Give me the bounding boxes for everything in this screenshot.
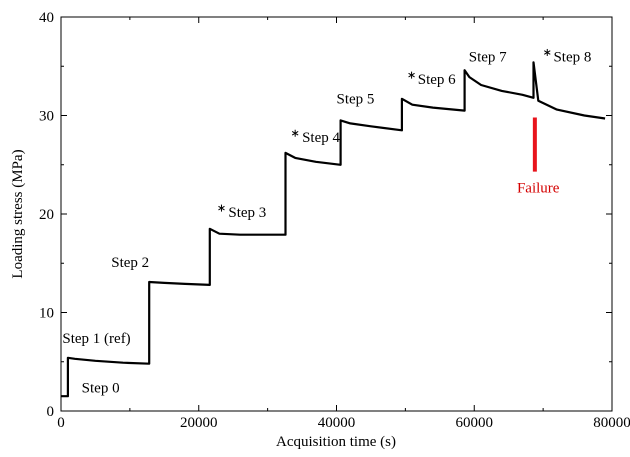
x-tick-label: 20000 (180, 415, 218, 431)
step-label: Step 4 (302, 130, 340, 146)
failure-label: Failure (517, 180, 560, 196)
asterisk-marker (408, 71, 415, 79)
x-tick-label: 0 (57, 415, 65, 431)
stress-series-line (61, 61, 606, 398)
x-axis-title: Acquisition time (s) (276, 434, 396, 450)
y-tick-label: 40 (39, 10, 54, 26)
y-tick-label: 30 (39, 109, 54, 125)
x-tick-label: 80000 (593, 415, 630, 431)
y-tick-label: 10 (39, 306, 54, 322)
step-label: Step 2 (111, 255, 149, 271)
x-tick-label: 60000 (456, 415, 494, 431)
asterisk-marker (291, 129, 299, 137)
x-tick-label: 40000 (318, 415, 356, 431)
y-axis-title: Loading stress (MPa) (10, 149, 26, 278)
step-label: Step 6 (418, 72, 456, 88)
annotations-layer: Step 0 Step 1 (ref) Step 2 Step 3 Step 4 Step… (62, 49, 591, 396)
step-label: Step 1 (ref) (62, 331, 130, 347)
series-layer (61, 48, 606, 398)
step-label: Step 0 (82, 380, 120, 396)
step-label: Step 8 (553, 49, 591, 65)
axis-ticks: 0 20000 40000 60000 80000 0 10 20 30 40 (39, 10, 630, 431)
y-tick-label: 0 (47, 404, 55, 420)
step-label: Step 3 (228, 205, 266, 221)
step-label: Step 7 (469, 49, 507, 65)
step-label: Step 5 (337, 92, 375, 108)
asterisk-marker (218, 204, 225, 212)
asterisk-marker (544, 48, 551, 56)
plot-frame (60, 16, 613, 412)
y-tick-label: 20 (39, 207, 54, 223)
